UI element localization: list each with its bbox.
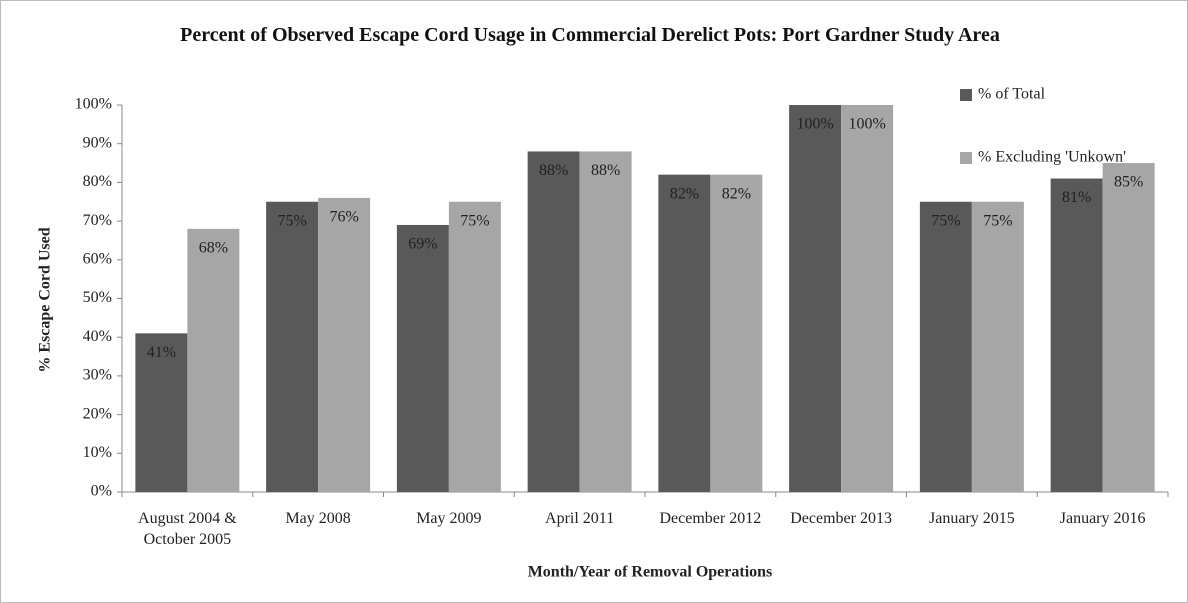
value-label: 41% xyxy=(147,344,176,361)
bar xyxy=(448,201,501,492)
bar xyxy=(841,105,894,492)
x-tick-label: April 2011 xyxy=(545,510,615,527)
value-label: 69% xyxy=(408,236,437,253)
value-label: 68% xyxy=(199,240,228,257)
bar xyxy=(710,174,763,492)
y-tick-label: 70% xyxy=(83,212,112,229)
bar xyxy=(1102,163,1155,493)
legend-swatch xyxy=(960,152,972,164)
legend-swatch xyxy=(960,89,972,101)
bar xyxy=(579,151,632,492)
value-label: 81% xyxy=(1062,189,1091,206)
value-label: 100% xyxy=(796,116,833,133)
x-tick-label: May 2008 xyxy=(285,510,351,527)
value-label: 88% xyxy=(591,162,620,179)
value-label: 100% xyxy=(848,116,885,133)
bar xyxy=(971,201,1024,492)
x-tick-label: May 2009 xyxy=(416,510,482,527)
bar xyxy=(266,201,319,492)
x-axis-label: Month/Year of Removal Operations xyxy=(528,564,773,581)
value-label: 75% xyxy=(277,212,306,229)
value-label: 85% xyxy=(1114,174,1143,191)
y-tick-label: 40% xyxy=(83,328,112,345)
x-tick-label: December 2012 xyxy=(659,510,762,527)
x-tick-label: January 2016 xyxy=(1059,510,1146,527)
y-tick-label: 50% xyxy=(83,289,112,306)
legend-label: % of Total xyxy=(978,86,1046,103)
bar xyxy=(919,201,972,492)
y-tick-label: 10% xyxy=(83,444,112,461)
y-tick-label: 0% xyxy=(91,483,112,500)
bar xyxy=(527,151,580,492)
value-label: 76% xyxy=(329,209,358,226)
bar xyxy=(396,224,449,492)
x-tick-label: August 2004 & October 2005 xyxy=(138,510,237,548)
y-tick-label: 80% xyxy=(83,173,112,190)
value-label: 75% xyxy=(983,212,1012,229)
value-label: 75% xyxy=(460,212,489,229)
y-tick-label: 30% xyxy=(83,367,112,384)
bar xyxy=(789,105,842,492)
bar xyxy=(187,228,240,492)
y-tick-label: 60% xyxy=(83,250,112,267)
value-label: 82% xyxy=(722,185,751,202)
y-tick-label: 100% xyxy=(75,96,112,113)
value-label: 82% xyxy=(670,185,699,202)
bar xyxy=(135,333,188,492)
bar xyxy=(1050,178,1103,492)
y-tick-label: 90% xyxy=(83,134,112,151)
value-label: 88% xyxy=(539,162,568,179)
bar xyxy=(318,197,371,492)
chart-title: Percent of Observed Escape Cord Usage in… xyxy=(180,24,1000,46)
bar xyxy=(658,174,711,492)
y-axis-label: % Escape Cord Used xyxy=(37,227,54,372)
x-tick-label: January 2015 xyxy=(928,510,1015,527)
legend-label: % Excluding 'Unkown' xyxy=(978,149,1126,166)
x-tick-label: December 2013 xyxy=(790,510,892,527)
value-label: 75% xyxy=(931,212,960,229)
y-tick-label: 20% xyxy=(83,405,112,422)
